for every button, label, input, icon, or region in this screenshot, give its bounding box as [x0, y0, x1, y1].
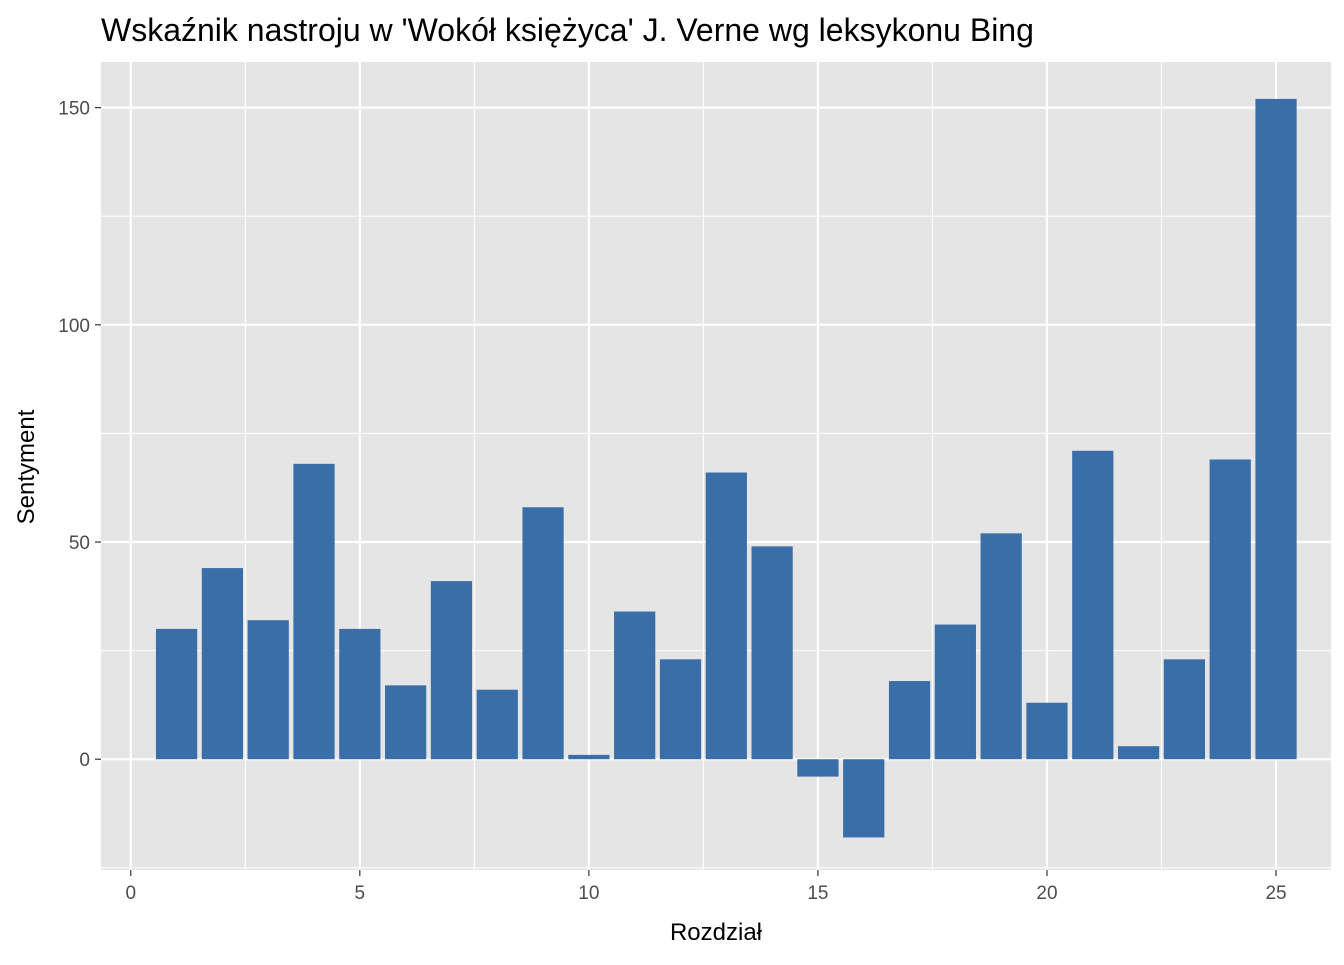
bar-chapter-15 [797, 759, 839, 777]
bar-chapter-4 [293, 463, 335, 760]
bar-chapter-11 [614, 611, 656, 760]
y-tick-label: 0 [79, 750, 90, 771]
bar-chapter-17 [888, 681, 931, 760]
bar-chapter-3 [247, 620, 289, 760]
bar-chapter-19 [980, 533, 1022, 760]
bar-chapter-23 [1163, 659, 1206, 760]
x-tick-label: 25 [1265, 883, 1286, 904]
bar-chapter-6 [385, 685, 427, 760]
bar-chapter-1 [155, 628, 198, 760]
bar-chapter-25 [1255, 98, 1297, 760]
bar-chapter-24 [1209, 459, 1251, 760]
x-tick-label: 15 [807, 883, 828, 904]
y-tick-label: 50 [69, 533, 90, 554]
bar-chapter-5 [339, 628, 381, 760]
bar-chapter-22 [1117, 746, 1160, 760]
chart-title: Wskaźnik nastroju w 'Wokół księżyca' J. … [101, 12, 1034, 48]
bar-chapter-12 [659, 659, 702, 760]
y-tick-label: 150 [58, 99, 90, 120]
bar-chapter-7 [430, 581, 473, 760]
bar-chapter-13 [705, 472, 747, 760]
bar-chapter-10 [568, 754, 610, 760]
x-tick-label: 5 [355, 883, 366, 904]
bar-chapter-9 [522, 507, 564, 760]
bar-chapter-2 [201, 568, 244, 760]
bar-chapter-14 [751, 546, 793, 760]
y-tick-label: 100 [58, 316, 90, 337]
bar-chapter-8 [476, 689, 518, 760]
x-tick-label: 20 [1036, 883, 1057, 904]
x-axis-title: Rozdział [670, 919, 763, 946]
bar-chapter-21 [1072, 450, 1114, 760]
bar-chapter-16 [843, 759, 885, 838]
bars [155, 98, 1297, 838]
x-tick-label: 10 [578, 883, 599, 904]
y-axis-ticks: 0 50 100 150 [58, 99, 101, 771]
bar-chapter-18 [934, 624, 976, 760]
x-axis-ticks: 0 5 10 15 20 25 [125, 870, 1287, 904]
x-tick-label: 0 [125, 883, 136, 904]
y-axis-title: Sentyment [13, 409, 40, 524]
bar-chapter-20 [1026, 702, 1068, 760]
